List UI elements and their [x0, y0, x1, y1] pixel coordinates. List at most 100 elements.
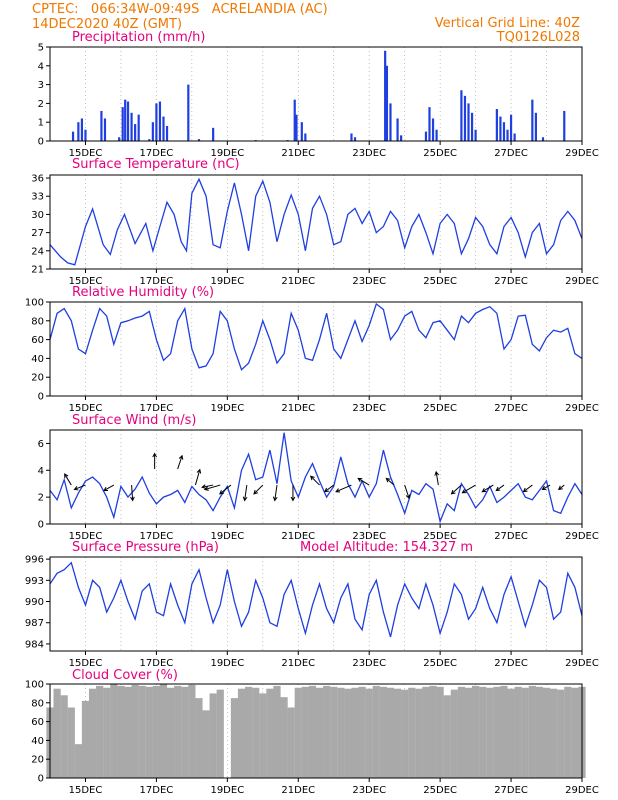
cloud-bar — [181, 686, 189, 778]
cloud-bar — [479, 686, 487, 778]
cloud-bar — [557, 689, 565, 778]
precip-bar — [71, 131, 75, 141]
wind-arrow — [194, 468, 202, 486]
precip-bar — [513, 133, 516, 141]
precip-bar — [126, 101, 130, 141]
wind-arrow-shaft — [103, 484, 115, 491]
plot-frame — [49, 46, 583, 142]
y-tick-label: 60 — [31, 717, 44, 728]
wind-arrow — [434, 470, 440, 486]
wind-arrow-shaft — [244, 484, 248, 501]
wind-arrow-head — [461, 489, 467, 494]
cloud-bar — [88, 688, 97, 778]
y-tick-label: 1 — [38, 118, 44, 129]
wind-arrow-shaft — [386, 478, 395, 486]
y-tick-label: 20 — [31, 755, 44, 766]
precip-bar — [165, 125, 169, 141]
wind-arrow-shaft — [357, 478, 370, 486]
wind-arrow-shaft — [435, 471, 439, 486]
precip-bar — [428, 107, 431, 141]
y-tick-label: 27 — [31, 228, 44, 239]
cloud-bar — [103, 687, 111, 778]
x-tick-label: 23DEC — [352, 403, 386, 414]
x-tick-label: 23DEC — [352, 658, 386, 669]
cloud-bar — [344, 688, 352, 778]
wind-arrow-head — [310, 475, 315, 481]
x-tick-label: 25DEC — [423, 531, 457, 542]
precip-bar — [499, 116, 502, 141]
cloud-bar — [74, 744, 82, 778]
x-tick-label: 21DEC — [281, 531, 315, 542]
wind-arrow — [450, 484, 462, 495]
precip-bar — [435, 129, 438, 141]
wind-arrow — [242, 484, 248, 502]
precip-bar — [118, 137, 121, 141]
x-tick-label: 15DEC — [69, 276, 103, 287]
wind-arrow-head — [385, 477, 391, 483]
cloud-bar — [337, 687, 345, 778]
cloud-bar — [216, 689, 224, 778]
y-tick-label: 30 — [31, 210, 44, 221]
cloud-bar — [571, 687, 579, 778]
precip-bar — [155, 103, 158, 141]
x-tick-label: 19DEC — [210, 531, 244, 542]
precip-bar — [77, 122, 80, 141]
temperature-panel: Surface Temperature (nC) 21 24 27 30 33 36 15D… — [31, 157, 599, 287]
y-tick-label: 24 — [31, 246, 44, 257]
y-tick-label: 21 — [31, 265, 44, 276]
y-tick-label: 2 — [38, 99, 44, 110]
cloud-bar — [542, 687, 551, 778]
wind-arrow — [177, 454, 184, 470]
cloud-bar — [110, 684, 118, 778]
wind-arrow — [324, 484, 335, 493]
x-tick-label: 23DEC — [352, 148, 386, 159]
cloud-bar — [365, 688, 373, 778]
x-tick-label: 15DEC — [69, 785, 103, 796]
temperature-title: Surface Temperature (nC) — [72, 157, 240, 172]
y-tick-label: 3 — [38, 80, 44, 91]
cloud-bar — [159, 684, 168, 778]
precip-bar — [506, 129, 509, 141]
wind-arrow-head — [290, 496, 296, 502]
y-tick-label: 6 — [38, 439, 44, 450]
cloud-bar — [386, 687, 395, 778]
cloud-bar — [166, 687, 175, 778]
precip-bar — [400, 135, 403, 141]
wind-arrow-head — [130, 496, 135, 502]
precip-bar — [295, 114, 298, 141]
precip-bar — [541, 137, 545, 141]
wind-arrow-head — [434, 470, 440, 476]
precip-bar — [84, 129, 87, 141]
precipitation-panel: Precipitation (mm/h) 0 1 2 3 4 5 15DEC 17DEC 19D… — [38, 30, 599, 159]
precip-bar — [103, 118, 107, 141]
wind-arrow-head — [103, 486, 108, 492]
wind-arrow-head — [203, 486, 209, 491]
wind-arrow — [253, 484, 264, 495]
x-tick-label: 29DEC — [565, 658, 599, 669]
x-tick-label: 23DEC — [352, 785, 386, 796]
wind-arrow-shaft — [310, 475, 320, 486]
wind-arrow — [310, 475, 320, 486]
cloud-bar — [60, 695, 68, 778]
wind-arrow-head — [481, 487, 487, 493]
y-tick-label: 4 — [38, 61, 44, 72]
x-tick-label: 21DEC — [281, 148, 315, 159]
cloud-bar — [294, 687, 302, 778]
y-tick-label: 0 — [38, 137, 44, 148]
wind-arrow — [103, 484, 115, 492]
precip-bar — [187, 84, 190, 141]
cloud-bar — [429, 685, 437, 778]
wind-arrow-head — [495, 486, 501, 492]
cloud-bar — [408, 687, 416, 778]
x-tick-label: 25DEC — [423, 785, 457, 796]
wind-arrow — [203, 484, 221, 491]
cloud-bar — [393, 688, 402, 778]
y-tick-label: 990 — [25, 597, 44, 608]
wind-arrow-shaft — [482, 484, 494, 493]
cloud-bar — [202, 710, 210, 778]
y-tick-label: 100 — [25, 298, 44, 309]
x-tick-label: 29DEC — [565, 148, 599, 159]
cloud-bar — [287, 707, 295, 778]
wind-arrow — [219, 484, 232, 495]
